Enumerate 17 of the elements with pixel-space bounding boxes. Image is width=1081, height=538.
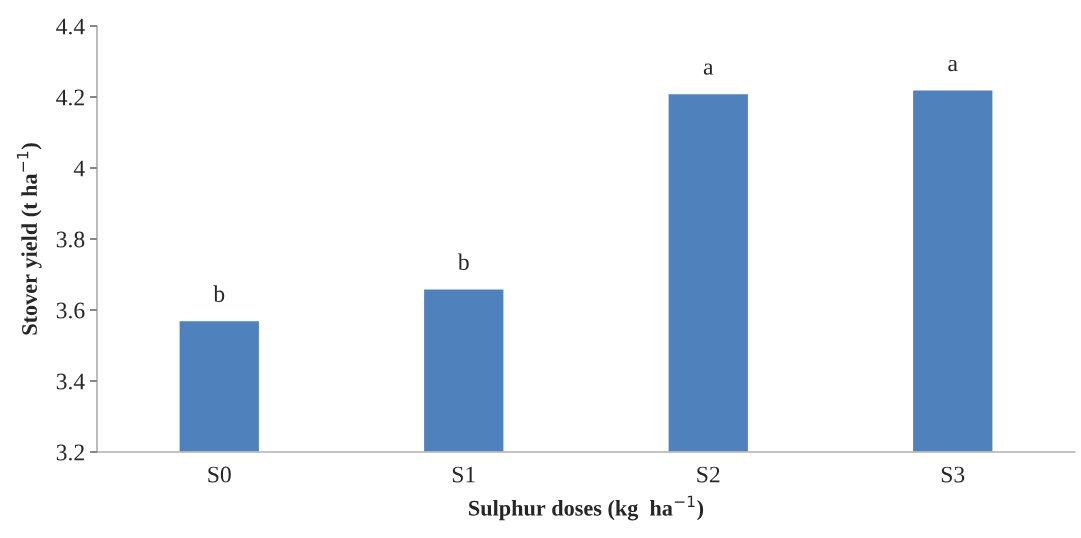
- y-tick-label: 4.2: [56, 89, 84, 106]
- y-tick-label: 3.4: [56, 373, 85, 390]
- y-tick-label: 4: [73, 160, 85, 177]
- y-tick-label: 3.8: [56, 231, 85, 248]
- x-tick-label: S0: [208, 466, 231, 483]
- x-tick-label: S3: [941, 466, 965, 483]
- annotation: a: [703, 63, 714, 75]
- y-tick-label: 4.4: [56, 18, 85, 35]
- annotation: a: [948, 59, 958, 72]
- x-axis-title: Sulphur doses (kg ha$^{−1}$): [469, 495, 704, 521]
- annotation: b: [457, 253, 469, 271]
- y-tick-label: 3.2: [56, 444, 84, 461]
- y-tick-label: 3.6: [56, 302, 85, 319]
- x-tick-label: S1: [452, 466, 475, 483]
- annotation: b: [213, 285, 225, 302]
- y-axis-title: Stover yield (t ha$^{−1}$): [16, 143, 42, 335]
- x-tick-label: S2: [697, 466, 720, 483]
